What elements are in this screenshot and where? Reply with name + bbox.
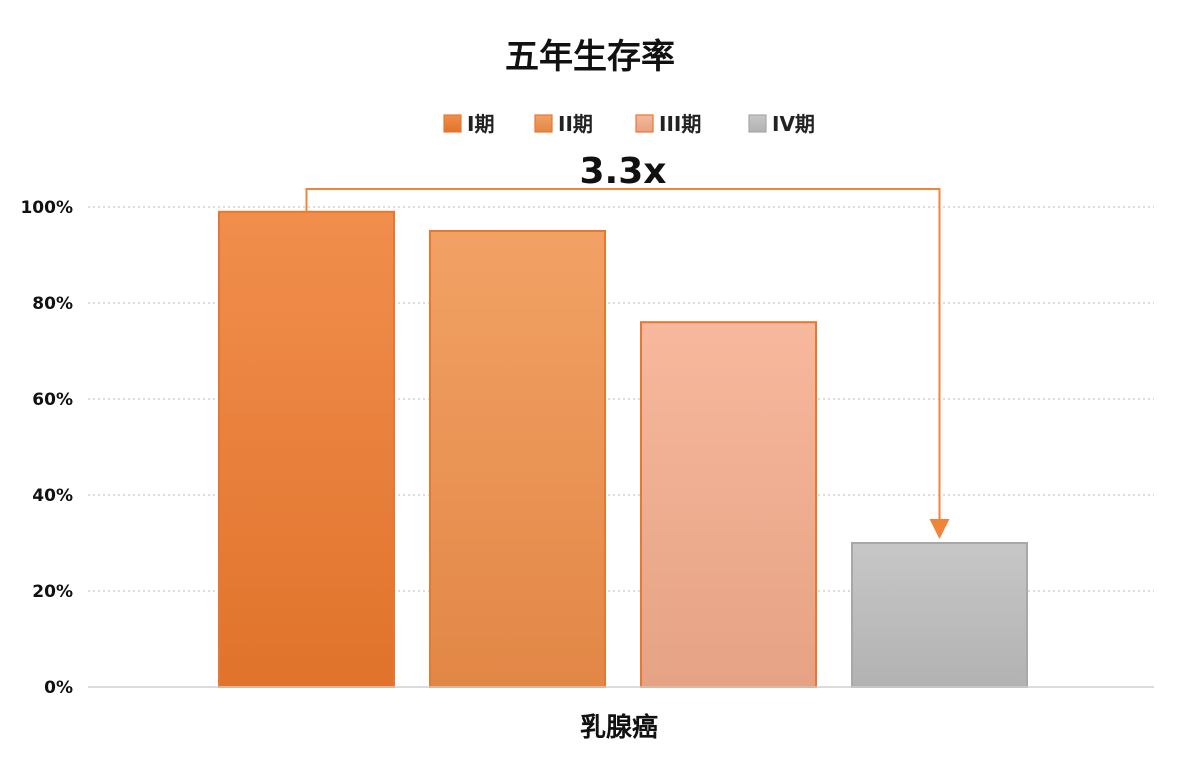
y-tick-label: 80% bbox=[32, 294, 73, 314]
bar-4 bbox=[851, 542, 1028, 688]
y-tick-label: 100% bbox=[20, 198, 73, 218]
bar-3 bbox=[640, 321, 817, 688]
annotation: 3.3x bbox=[305, 151, 950, 539]
chart-title: 五年生存率 bbox=[505, 37, 675, 77]
annotation-arrowhead bbox=[929, 519, 950, 539]
annotation-arrow-line bbox=[305, 188, 941, 521]
bar-2 bbox=[429, 230, 606, 688]
x-category-label: 乳腺癌 bbox=[580, 712, 658, 743]
y-tick-label: 60% bbox=[32, 390, 73, 410]
y-tick-label: 20% bbox=[32, 582, 73, 602]
legend-swatch bbox=[748, 114, 767, 133]
annotation-label: 3.3x bbox=[580, 151, 667, 192]
legend-label: II期 bbox=[558, 112, 593, 136]
legend-swatch bbox=[635, 114, 654, 133]
legend-label: III期 bbox=[659, 112, 701, 136]
y-tick-label: 40% bbox=[32, 486, 73, 506]
legend-label: I期 bbox=[467, 112, 494, 136]
legend-label: IV期 bbox=[772, 112, 815, 136]
legend-swatch bbox=[534, 114, 553, 133]
legend: I期 II期 III期 IV期 bbox=[443, 112, 815, 136]
legend-swatch bbox=[443, 114, 462, 133]
y-tick-label: 0% bbox=[44, 678, 73, 698]
bars bbox=[218, 210, 1028, 689]
bar-1 bbox=[218, 210, 395, 689]
y-axis: 0% 20% 40% 60% 80% 100% bbox=[20, 198, 73, 698]
